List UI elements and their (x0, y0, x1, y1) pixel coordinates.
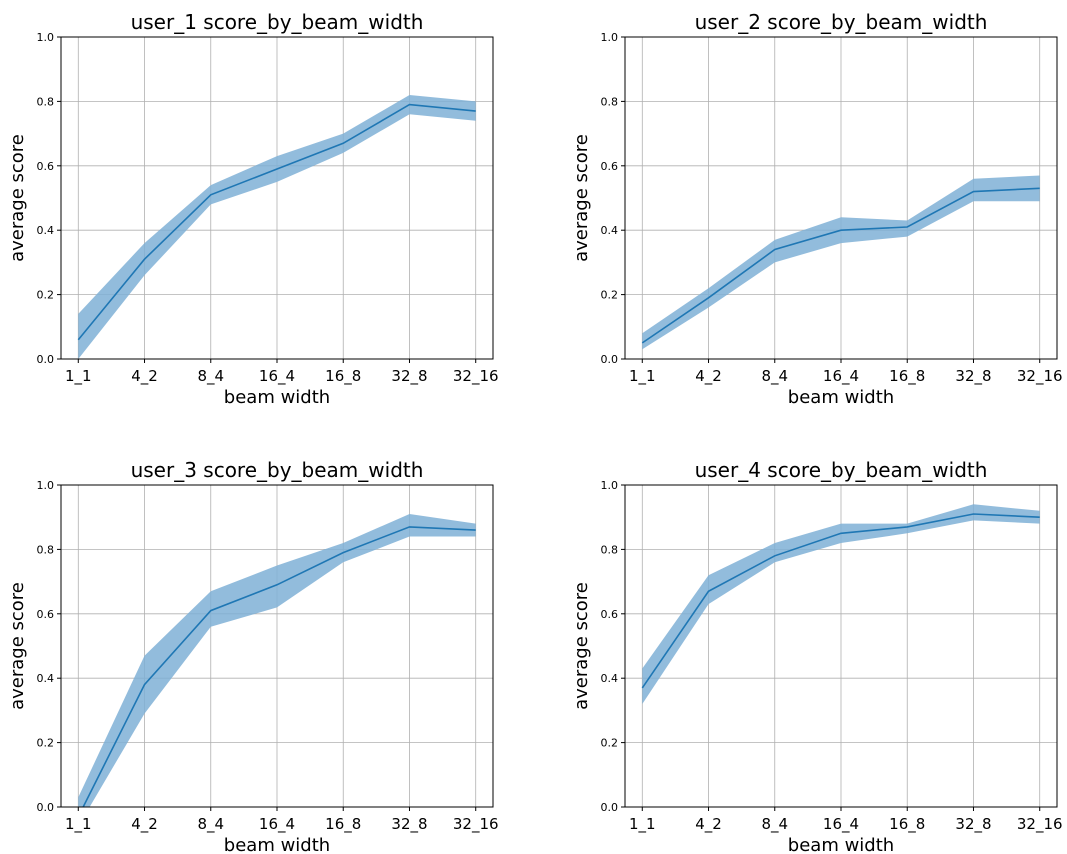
y-tick-label: 1.0 (37, 31, 55, 44)
y-tick-label: 0.4 (601, 672, 619, 685)
y-tick-label: 0.0 (601, 353, 619, 366)
chart-panel-1: 1_1 4_2 8_4 16_4 16_8 32_8 32_16 0.0 0.2 0.4 0.6 0.… (7, 10, 499, 408)
x-tick-label: 32_8 (955, 367, 991, 386)
plot-area (641, 175, 1040, 350)
y-tick-label: 0.0 (37, 353, 55, 366)
x-tick-label: 16_8 (325, 367, 361, 386)
y-tick-label: 1.0 (37, 479, 55, 492)
x-tick-label: 8_4 (197, 815, 224, 834)
y-axis-label: average score (571, 582, 592, 710)
x-tick-label: 16_8 (889, 367, 925, 386)
x-axis-label: beam width (224, 387, 330, 408)
y-axis-label: average score (7, 582, 28, 710)
y-tick-label: 0.2 (601, 289, 619, 302)
y-tick-label: 0.8 (601, 543, 619, 556)
x-tick-label: 16_4 (259, 367, 295, 386)
y-tick-label: 0.8 (601, 95, 619, 108)
y-tick-label: 0.4 (601, 224, 619, 237)
y-tick-label: 0.6 (37, 160, 55, 173)
chart-panel-4: 1_1 4_2 8_4 16_4 16_8 32_8 32_16 0.0 0.2 0.4 0.6 0.… (571, 458, 1063, 854)
x-tick-label: 1_1 (65, 367, 92, 386)
x-tick-label: 32_8 (391, 815, 427, 834)
y-tick-label: 0.0 (37, 801, 55, 814)
chart-panel-2: 1_1 4_2 8_4 16_4 16_8 32_8 32_16 0.0 0.2 0.4 0.6 0.… (571, 10, 1063, 408)
x-tick-label: 16_4 (823, 367, 859, 386)
x-tick-label: 16_8 (325, 815, 361, 834)
y-tick-label: 0.2 (601, 737, 619, 750)
y-tick-label: 0.8 (37, 543, 55, 556)
x-tick-label: 32_16 (453, 815, 499, 834)
x-axis-label: beam width (224, 835, 330, 854)
x-tick-label: 32_8 (391, 367, 427, 386)
y-tick-label: 0.0 (601, 801, 619, 814)
x-tick-label: 1_1 (629, 367, 656, 386)
x-tick-label: 4_2 (695, 815, 722, 834)
plot-area (641, 504, 1040, 704)
confidence-band (78, 514, 476, 807)
y-tick-label: 0.8 (37, 95, 55, 108)
x-axis-label: beam width (788, 835, 894, 854)
series-line (77, 103, 476, 341)
y-tick-label: 0.4 (37, 672, 55, 685)
x-tick-label: 16_8 (889, 815, 925, 834)
plot-area (77, 95, 476, 359)
plot-area (78, 514, 476, 807)
x-axis-label: beam width (788, 387, 894, 408)
y-tick-label: 0.6 (37, 608, 55, 621)
x-tick-label: 1_1 (629, 815, 656, 834)
y-axis-label: average score (7, 134, 28, 262)
x-tick-label: 8_4 (761, 367, 788, 386)
x-tick-label: 8_4 (761, 815, 788, 834)
y-tick-label: 1.0 (601, 31, 619, 44)
x-tick-label: 32_16 (1017, 367, 1063, 386)
x-tick-label: 16_4 (259, 815, 295, 834)
chart-title: user_4 score_by_beam_width (695, 458, 988, 482)
y-tick-label: 0.2 (37, 289, 55, 302)
y-axis-label: average score (571, 134, 592, 262)
x-tick-label: 32_16 (453, 367, 499, 386)
x-tick-label: 1_1 (65, 815, 92, 834)
y-tick-label: 0.4 (37, 224, 55, 237)
y-tick-label: 0.6 (601, 608, 619, 621)
x-tick-label: 8_4 (197, 367, 224, 386)
x-tick-label: 4_2 (695, 367, 722, 386)
series-line (82, 526, 476, 807)
chart-title: user_3 score_by_beam_width (131, 458, 424, 482)
chart-title: user_1 score_by_beam_width (131, 10, 424, 34)
y-tick-label: 0.2 (37, 737, 55, 750)
chart-title: user_2 score_by_beam_width (695, 10, 988, 34)
confidence-band (642, 175, 1040, 350)
chart-panel-3: 1_1 4_2 8_4 16_4 16_8 32_8 32_16 0.0 0.2 0.4 0.6 0.… (7, 458, 499, 854)
x-tick-label: 32_16 (1017, 815, 1063, 834)
x-tick-label: 4_2 (131, 815, 158, 834)
y-tick-label: 0.6 (601, 160, 619, 173)
x-tick-label: 4_2 (131, 367, 158, 386)
x-tick-label: 32_8 (955, 815, 991, 834)
y-tick-label: 1.0 (601, 479, 619, 492)
x-tick-label: 16_4 (823, 815, 859, 834)
